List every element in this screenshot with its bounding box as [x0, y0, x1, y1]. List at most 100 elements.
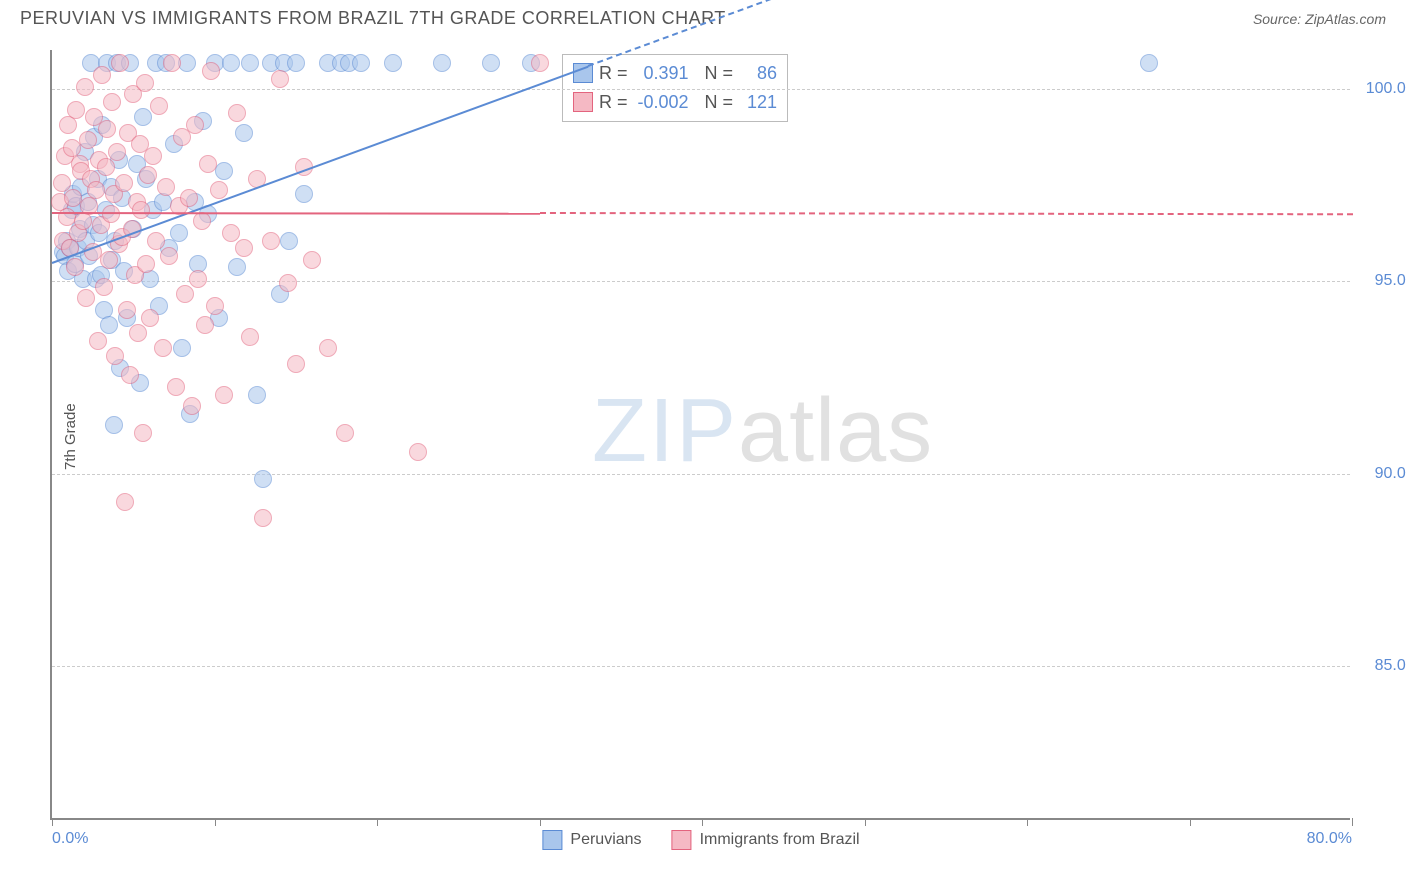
data-point [154, 193, 172, 211]
data-point [196, 316, 214, 334]
data-point [189, 270, 207, 288]
stat-n-label: N = [695, 88, 734, 117]
data-point [103, 93, 121, 111]
data-point [262, 232, 280, 250]
data-point [241, 54, 259, 72]
y-tick-label: 100.0% [1358, 80, 1406, 98]
data-point [136, 74, 154, 92]
y-tick-label: 95.0% [1358, 272, 1406, 290]
data-point [206, 297, 224, 315]
data-point [79, 131, 97, 149]
chart-area: 7th Grade ZIPatlas R =0.391 N =86R =-0.0… [50, 50, 1350, 820]
legend-label: Immigrants from Brazil [700, 831, 860, 849]
data-point [74, 212, 92, 230]
x-tick [377, 818, 378, 826]
data-point [186, 116, 204, 134]
data-point [319, 339, 337, 357]
data-point [176, 285, 194, 303]
data-point [295, 185, 313, 203]
data-point [173, 339, 191, 357]
stat-n-value: 121 [739, 88, 777, 117]
data-point [254, 509, 272, 527]
data-point [154, 339, 172, 357]
data-point [235, 124, 253, 142]
trend-line [52, 212, 540, 215]
data-point [163, 54, 181, 72]
legend-swatch [573, 92, 593, 112]
data-point [271, 70, 289, 88]
data-point [228, 104, 246, 122]
data-point [147, 232, 165, 250]
stat-r-value: -0.002 [634, 88, 689, 117]
x-tick-label: 0.0% [52, 830, 88, 848]
data-point [215, 386, 233, 404]
gridline [52, 666, 1350, 667]
data-point [97, 158, 115, 176]
legend-swatch [672, 830, 692, 850]
data-point [137, 255, 155, 273]
data-point [287, 54, 305, 72]
legend-label: Peruvians [570, 831, 641, 849]
data-point [59, 116, 77, 134]
data-point [118, 301, 136, 319]
data-point [193, 212, 211, 230]
stats-row: R =0.391 N =86 [573, 59, 777, 88]
data-point [67, 101, 85, 119]
data-point [76, 78, 94, 96]
data-point [222, 224, 240, 242]
stats-row: R =-0.002 N =121 [573, 88, 777, 117]
data-point [482, 54, 500, 72]
data-point [144, 147, 162, 165]
data-point [116, 493, 134, 511]
data-point [89, 332, 107, 350]
data-point [183, 397, 201, 415]
data-point [100, 251, 118, 269]
plot-region: ZIPatlas R =0.391 N =86R =-0.002 N =121 … [50, 50, 1350, 820]
data-point [202, 62, 220, 80]
x-tick [52, 818, 53, 826]
data-point [100, 316, 118, 334]
stat-n-label: N = [695, 59, 734, 88]
data-point [87, 181, 105, 199]
data-point [139, 166, 157, 184]
data-point [228, 258, 246, 276]
stat-r-value: 0.391 [634, 59, 689, 88]
data-point [303, 251, 321, 269]
data-point [1140, 54, 1158, 72]
data-point [108, 143, 126, 161]
legend-item: Peruvians [542, 830, 641, 850]
data-point [531, 54, 549, 72]
data-point [132, 201, 150, 219]
data-point [150, 97, 168, 115]
trend-line-dashed [539, 212, 1352, 215]
data-point [170, 224, 188, 242]
data-point [280, 232, 298, 250]
x-tick [1027, 818, 1028, 826]
data-point [215, 162, 233, 180]
data-point [248, 386, 266, 404]
gridline [52, 474, 1350, 475]
x-tick [215, 818, 216, 826]
stat-r-label: R = [599, 88, 628, 117]
data-point [210, 181, 228, 199]
source-label: Source: ZipAtlas.com [1253, 11, 1386, 27]
x-tick-label: 80.0% [1307, 830, 1352, 848]
data-point [409, 443, 427, 461]
data-point [279, 274, 297, 292]
gridline [52, 281, 1350, 282]
stat-n-value: 86 [739, 59, 777, 88]
data-point [160, 247, 178, 265]
data-point [115, 174, 133, 192]
data-point [134, 424, 152, 442]
y-tick-label: 90.0% [1358, 465, 1406, 483]
data-point [384, 54, 402, 72]
data-point [241, 328, 259, 346]
data-point [129, 324, 147, 342]
data-point [105, 416, 123, 434]
legend-item: Immigrants from Brazil [672, 830, 860, 850]
data-point [66, 258, 84, 276]
data-point [167, 378, 185, 396]
data-point [121, 366, 139, 384]
data-point [98, 120, 116, 138]
data-point [93, 66, 111, 84]
